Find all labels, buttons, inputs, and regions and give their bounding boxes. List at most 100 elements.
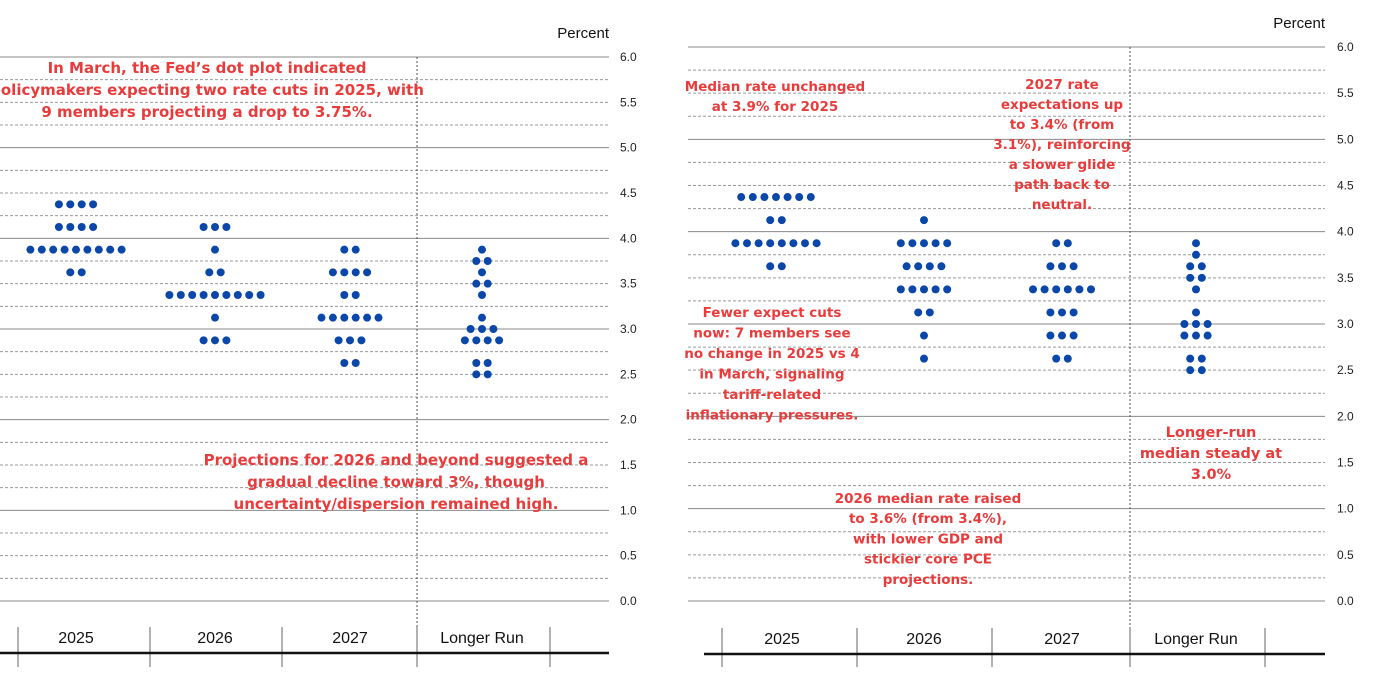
projection-dot [54,223,63,231]
y-tick-label: 5.0 [620,141,637,155]
projection-dot [920,239,928,248]
y-tick-label: 1.5 [620,458,637,472]
projection-dot [222,223,231,231]
annotation-line: stickier core PCE [864,552,992,568]
projection-dot [478,291,486,299]
projection-dot [1058,262,1066,271]
projection-dot [256,291,265,299]
march-dot-plot-panel: Percent 6.0 5.5 5.0 4.5 4.0 3.5 3.0 2.5 2.0 1.5 1.… [0,25,637,667]
x-axis: 2025 2026 2027 Longer Run [704,628,1325,667]
projection-dot [472,370,481,379]
projection-dot [1029,285,1037,294]
projection-dot [920,354,928,363]
projection-dot [1180,320,1189,328]
annotation-line: median steady at [1140,446,1282,462]
projection-dot [211,291,219,299]
projection-dot [317,313,326,322]
projection-dot [351,245,360,254]
projection-dot [1069,331,1078,340]
projection-dot [363,313,372,322]
annotation-line: policymakers expecting two rate cuts in … [0,81,424,99]
y-tick-label: 2.5 [620,367,637,381]
category-label-2025: 2025 [764,631,800,648]
projection-dot [351,291,360,299]
projection-dot [340,313,349,322]
projection-dot [77,223,86,231]
projection-dot [1069,308,1078,317]
projection-dot [896,285,905,294]
projection-dot [896,239,905,248]
projection-dot [351,268,360,277]
y-tick-label: 0.5 [620,549,637,563]
projection-dot [216,268,225,277]
projection-dot [766,262,775,271]
projection-dot [1058,308,1066,317]
projection-dot [222,336,231,345]
y-tick-label: 0.5 [1337,548,1354,562]
projection-dot [328,268,337,277]
projection-dot [222,291,231,299]
projection-dot [176,291,185,299]
projection-dot [914,262,923,271]
annotation-line: projections. [883,572,974,588]
projection-dot [902,262,911,271]
projection-dot [777,239,786,248]
projection-dot [165,291,174,299]
projection-dot [920,331,928,340]
projection-dot [466,325,475,333]
projection-dot [94,245,103,254]
category-label-longer-run: Longer Run [440,630,524,647]
annotation-line: a slower glide [1009,157,1115,173]
projection-dot [1063,285,1072,294]
y-tick-label: 3.5 [620,277,637,291]
annotation-fewer-cuts: Fewer expect cuts now: 7 members see no ch… [684,305,860,424]
projection-dot [340,359,349,367]
annotation-line: Longer-run [1166,425,1257,441]
projection-dot [1180,331,1189,340]
annotation-line: 2026 median rate raised [835,491,1022,507]
projection-dot [1186,354,1195,363]
dots [731,193,1212,375]
projection-dot [205,268,214,277]
projection-dot [346,336,354,345]
projection-dot [1046,308,1055,317]
projection-dot [1063,239,1072,248]
projection-dot [1069,262,1078,271]
projection-dot [37,245,46,254]
projection-dot [199,291,208,299]
y-tick-label: 6.0 [1337,40,1354,54]
annotation-march-cuts: In March, the Fed’s dot plot indicated po… [0,59,424,121]
annotation-line: in March, signaling [699,367,844,383]
y-tick-labels: 6.0 5.5 5.0 4.5 4.0 3.5 3.0 2.5 2.0 1.5 1.0 0.5 0.0 [620,50,637,608]
annotation-line: inflationary pressures. [686,408,859,424]
projection-dot [1192,250,1200,259]
projection-dot [1186,366,1195,375]
projection-dot [908,285,917,294]
projection-dot [77,268,86,277]
projection-dot [1192,308,1200,317]
projection-dot [472,336,481,345]
category-label-longer-run: Longer Run [1154,631,1238,648]
projection-dot [478,245,486,254]
projection-dot [77,200,86,209]
projection-dot [211,336,219,345]
projection-dot [731,239,740,248]
projection-dot [1192,285,1200,294]
y-tick-label: 3.5 [1337,271,1354,285]
y-tick-label: 2.5 [1337,363,1354,377]
projection-dot [483,257,492,265]
projection-dot [472,257,481,265]
projection-dot [66,223,75,231]
projection-dot [328,313,337,322]
y-tick-label: 3.0 [1337,317,1354,331]
annotation-median-2025: Median rate unchanged at 3.9% for 2025 [685,79,865,115]
projection-dot [789,239,798,248]
projection-dot [351,359,360,367]
projection-dot [801,239,809,248]
annotation-line: now: 7 members see [693,326,850,342]
projection-dot [1192,239,1200,248]
projection-dot [1040,285,1049,294]
projection-dot [106,245,115,254]
projection-dot [72,245,80,254]
annotation-line: 3.1%), reinforcing [993,137,1130,153]
